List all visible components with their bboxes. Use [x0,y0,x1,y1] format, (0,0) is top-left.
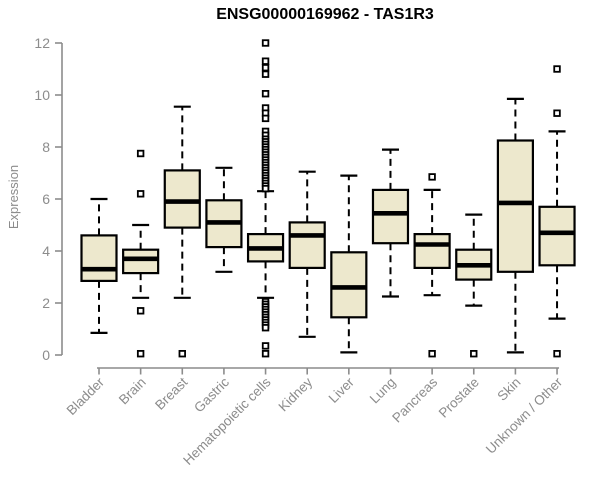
iqr-box [538,205,576,267]
outlier-point [470,349,478,358]
x-tick-label-lung: Lung [367,375,399,407]
y-tick-label: 2 [42,295,50,311]
x-tick-label-prostate: Prostate [436,375,482,421]
box-prostate [455,213,493,358]
outlier-point [261,64,270,72]
x-tick-label-brain: Brain [116,375,149,408]
iqr-box [80,234,118,282]
box-brain [122,149,160,358]
chart-title: ENSG00000169962 - TAS1R3 [216,6,434,23]
x-tick-label-skin: Skin [494,375,523,404]
box-gastric [205,166,243,273]
y-tick-label: 0 [42,347,50,363]
iqr-box [371,188,410,245]
y-tick-label: 12 [34,35,50,51]
box-lung [371,148,410,298]
iqr-box [496,139,534,273]
outlier-point [261,342,270,350]
y-tick-label: 4 [42,243,50,259]
box-pancreas [413,173,451,358]
outlier-point [553,65,561,73]
y-axis: 0 2 4 6 8 10 12 [34,35,63,363]
x-tick-label-breast: Breast [152,374,190,412]
outlier-point [261,70,270,78]
box-hematopoietic-cells [246,39,285,358]
box-liver [330,174,368,354]
outlier-point [261,323,270,332]
outlier-point [261,90,270,98]
box-breast [163,105,201,358]
outlier-point [261,39,270,47]
x-tick-label-gastric: Gastric [191,374,232,415]
outlier-point [136,307,145,315]
box-skin [496,97,534,354]
x-tick-label-unknown-other: Unknown / Other [483,374,566,457]
outlier-point [136,190,145,198]
outlier-point [428,349,436,358]
box-kidney [288,170,326,338]
x-tick-label-bladder: Bladder [64,374,108,418]
outlier-point [428,173,436,181]
outlier-point [261,184,270,193]
y-tick-label: 10 [34,87,50,103]
y-tick-label: 8 [42,139,50,155]
iqr-box [122,248,160,275]
iqr-box [330,251,368,319]
outlier-point [553,349,561,358]
box-bladder [80,197,118,334]
outlier-point [261,57,270,65]
x-tick-label-liver: Liver [326,374,358,406]
x-tick-label-kidney: Kidney [276,374,316,414]
outlier-point [261,114,270,123]
box-unknown-other [538,65,576,358]
iqr-box [413,233,451,270]
outlier-point [553,109,561,117]
outlier-point [178,349,186,358]
outlier-point [261,349,270,358]
outlier-point [136,149,145,158]
iqr-box [163,169,201,229]
x-tick-label-pancreas: Pancreas [389,374,440,425]
iqr-box [288,221,326,269]
outlier-point [136,349,145,358]
y-tick-label: 6 [42,191,50,207]
